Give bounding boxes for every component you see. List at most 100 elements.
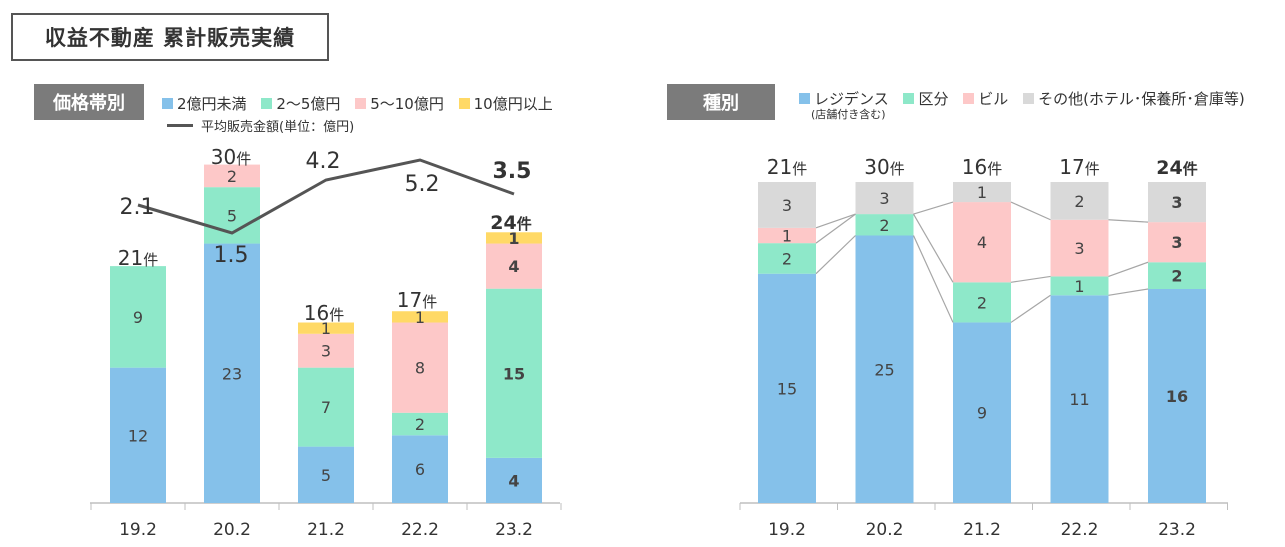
segment-value-label: 2 bbox=[1074, 192, 1084, 211]
bar-segment bbox=[1148, 222, 1206, 263]
residence-note: (店舗付き含む) bbox=[811, 108, 886, 121]
legend-label: 区分 bbox=[918, 90, 949, 108]
total-count-label: 21件 bbox=[118, 246, 158, 270]
legend-swatch bbox=[162, 98, 173, 109]
legend-item-under-2: 2億円未満 bbox=[162, 93, 247, 114]
segment-value-label: 23 bbox=[222, 364, 242, 383]
bar-segment bbox=[486, 232, 542, 244]
legend-label: 2億円未満 bbox=[177, 95, 247, 113]
bar-segment bbox=[1148, 262, 1206, 289]
total-count-label: 17件 bbox=[1059, 155, 1099, 179]
x-tick-label: 19.2 bbox=[768, 520, 806, 540]
bar-segment bbox=[486, 457, 542, 503]
legend-line-swatch bbox=[167, 124, 193, 127]
legend-item-5-10: 5～10億円 bbox=[355, 93, 444, 114]
connector-line bbox=[815, 213, 856, 229]
type-legend: レジデンス 区分 ビル その他(ホテル･保養所･倉庫等) bbox=[799, 88, 1255, 109]
segment-value-label: 2 bbox=[415, 415, 425, 434]
bar-segment bbox=[392, 435, 448, 503]
legend-item-building: ビル bbox=[963, 88, 1008, 109]
segment-value-label: 12 bbox=[128, 426, 148, 445]
bar-segment bbox=[855, 235, 914, 503]
connector-line bbox=[1108, 219, 1149, 223]
bar-segment bbox=[1050, 276, 1109, 296]
total-count-label: 17件 bbox=[397, 288, 437, 312]
price-band-legend: 2億円未満 2～5億円 5～10億円 10億円以上 bbox=[162, 93, 563, 114]
segment-value-label: 5 bbox=[321, 466, 331, 485]
segment-value-label: 1 bbox=[782, 227, 792, 246]
bar-segment bbox=[110, 367, 166, 503]
connector-line bbox=[1010, 294, 1051, 323]
legend-label: 2～5億円 bbox=[276, 95, 341, 113]
legend-item-2-5: 2～5億円 bbox=[261, 93, 340, 114]
bar-segment bbox=[486, 288, 542, 458]
legend-swatch bbox=[458, 98, 470, 109]
legend-swatch bbox=[261, 98, 273, 109]
x-tick-label: 19.2 bbox=[119, 520, 157, 540]
avg-price-line bbox=[137, 158, 515, 235]
segment-value-label: 8 bbox=[415, 359, 425, 378]
connector-line bbox=[815, 235, 856, 275]
avg-price-value-label: 3.5 bbox=[493, 159, 532, 184]
bar-segment bbox=[1050, 219, 1109, 277]
bar-segment bbox=[953, 202, 1011, 283]
bar-segment bbox=[953, 282, 1011, 323]
segment-value-label: 2 bbox=[782, 249, 792, 268]
bar-segment bbox=[298, 322, 354, 334]
x-tick-label: 22.2 bbox=[1061, 520, 1099, 540]
segment-value-label: 11 bbox=[1069, 390, 1089, 409]
segment-value-label: 2 bbox=[227, 167, 237, 186]
segment-value-label: 16 bbox=[1166, 387, 1188, 406]
avg-price-value-label: 2.1 bbox=[120, 195, 155, 220]
connector-line bbox=[1108, 288, 1149, 296]
connector-line bbox=[1108, 261, 1149, 277]
segment-value-label: 15 bbox=[503, 364, 525, 383]
legend-item-other: その他(ホテル･保養所･倉庫等) bbox=[1023, 88, 1245, 109]
legend-label: レジデンス bbox=[814, 90, 889, 108]
connector-line bbox=[913, 201, 954, 215]
legend-swatch bbox=[1023, 93, 1035, 104]
connector-line bbox=[1010, 201, 1051, 221]
connector-line bbox=[815, 213, 856, 244]
total-count-label: 16件 bbox=[962, 155, 1002, 179]
segment-value-label: 5 bbox=[227, 206, 237, 225]
legend-item-unit: 区分 bbox=[903, 88, 949, 109]
x-tick-label: 21.2 bbox=[963, 520, 1001, 540]
bar-segment bbox=[204, 164, 260, 188]
legend-label: ビル bbox=[978, 90, 1009, 108]
segment-value-label: 25 bbox=[874, 360, 894, 379]
x-tick-label: 22.2 bbox=[401, 520, 439, 540]
bar-segment bbox=[758, 243, 816, 274]
bar-segment bbox=[486, 243, 542, 289]
segment-value-label: 3 bbox=[782, 196, 792, 215]
bar-segment bbox=[204, 243, 260, 503]
total-count-label: 16件 bbox=[304, 301, 344, 325]
total-count-label: 21件 bbox=[767, 155, 807, 179]
segment-value-label: 2 bbox=[1171, 267, 1182, 286]
segment-value-label: 15 bbox=[777, 379, 797, 398]
segment-value-label: 2 bbox=[879, 216, 889, 235]
segment-value-label: 4 bbox=[508, 471, 519, 490]
legend-swatch bbox=[963, 93, 975, 104]
legend-swatch bbox=[903, 93, 915, 104]
bar-segment bbox=[758, 182, 816, 228]
legend-label: その他(ホテル･保養所･倉庫等) bbox=[1038, 90, 1245, 108]
segment-value-label: 4 bbox=[508, 257, 519, 276]
segment-value-label: 1 bbox=[321, 319, 331, 338]
segment-value-label: 3 bbox=[1074, 239, 1084, 258]
legend-item-residence: レジデンス bbox=[799, 88, 889, 109]
segment-value-label: 4 bbox=[977, 233, 987, 252]
legend-label: 10億円以上 bbox=[473, 95, 553, 113]
avg-price-value-label: 1.5 bbox=[214, 243, 249, 268]
segment-value-label: 9 bbox=[133, 308, 143, 327]
total-count-label: 24件 bbox=[1156, 157, 1197, 179]
type-tag: 種別 bbox=[667, 84, 775, 120]
bar-segment bbox=[392, 311, 448, 323]
x-tick-label: 23.2 bbox=[1158, 520, 1196, 540]
segment-value-label: 1 bbox=[977, 183, 987, 202]
bar-segment bbox=[855, 214, 914, 236]
legend-swatch bbox=[355, 98, 367, 109]
segment-value-label: 3 bbox=[1171, 233, 1182, 252]
total-count-label: 24件 bbox=[490, 212, 531, 234]
